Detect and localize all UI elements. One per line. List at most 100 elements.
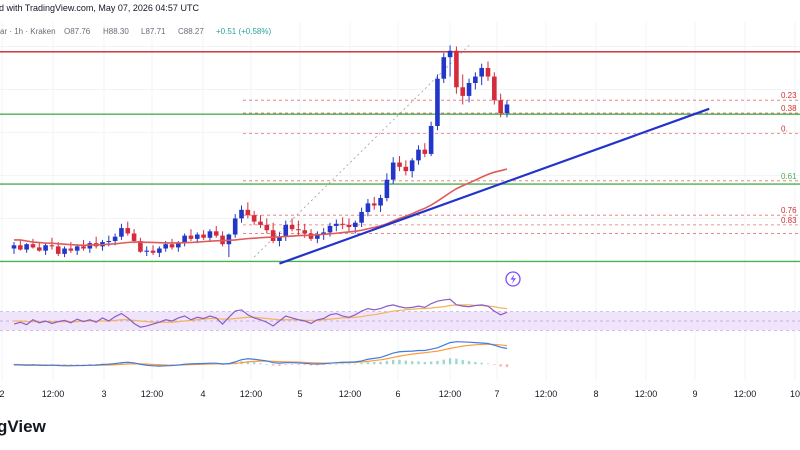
candle-body: [119, 228, 124, 237]
candle: [245, 202, 251, 219]
macd-histogram-bar: [328, 364, 332, 365]
x-tick-label: 9: [692, 389, 697, 399]
candle: [454, 46, 459, 94]
macd-pane: [12, 341, 509, 368]
symbol-label: ar · 1h · Kraken: [0, 27, 56, 36]
macd-histogram-bar: [341, 363, 344, 365]
macd-histogram-bar: [322, 364, 325, 365]
candle-body: [340, 223, 345, 225]
candle: [11, 242, 17, 254]
candle: [131, 229, 137, 244]
x-tick-label: 6: [395, 389, 400, 399]
candle-body: [81, 246, 86, 249]
candle: [30, 238, 36, 249]
brand-wordmark: gView: [0, 417, 47, 436]
candle: [182, 233, 187, 247]
candle-body: [460, 87, 466, 96]
candle: [492, 72, 497, 105]
candle: [277, 232, 282, 247]
candle: [435, 74, 440, 131]
candle: [409, 158, 415, 178]
fibonacci-levels: 0.23 0.38 0. 0.61 0.760.83: [243, 45, 800, 258]
macd-histogram-bar: [63, 364, 66, 365]
macd-histogram-bar: [404, 360, 408, 365]
candle-body: [485, 67, 491, 77]
candle-body: [232, 218, 238, 235]
candle: [315, 231, 320, 244]
candle-body: [352, 222, 358, 228]
candle-body: [11, 245, 17, 249]
macd-histogram-bar: [461, 360, 464, 365]
candle-body: [239, 209, 244, 219]
candle-body: [308, 233, 314, 239]
lightning-icon[interactable]: [505, 271, 521, 287]
candle-body: [422, 149, 428, 154]
candle: [213, 225, 219, 238]
candle-body: [409, 160, 415, 172]
candle: [365, 199, 371, 217]
price-candles: [11, 45, 510, 258]
macd-histogram-bar: [417, 361, 420, 365]
candle-body: [454, 50, 459, 88]
candle: [18, 239, 23, 251]
x-tick-label: 3: [101, 389, 106, 399]
candle-body: [359, 211, 364, 223]
candle: [378, 194, 383, 212]
x-tick-label: 12:00: [240, 389, 263, 399]
candle: [43, 243, 48, 255]
candle-body: [30, 244, 36, 248]
candle-body: [504, 104, 510, 114]
fib-level-label: 0.83: [781, 216, 797, 225]
candle-body: [498, 100, 503, 114]
macd-histogram-bar: [259, 363, 262, 365]
macd-histogram-bar: [347, 363, 351, 365]
candle: [340, 217, 345, 230]
change-value: +0.51 (+0.58%): [216, 27, 271, 36]
macd-histogram-bar: [493, 364, 496, 366]
candle-body: [346, 224, 352, 228]
candle: [258, 215, 263, 229]
x-tick-label: 7: [494, 389, 499, 399]
candle: [125, 221, 131, 236]
x-tick-label: 12:00: [635, 389, 658, 399]
macd-histogram-bar: [284, 364, 287, 366]
candle: [188, 229, 194, 241]
candle: [264, 218, 270, 234]
macd-histogram-bar: [354, 363, 357, 365]
candle-body: [43, 245, 48, 251]
candle-body: [365, 203, 371, 212]
macd-histogram-bar: [69, 364, 73, 365]
candle: [447, 45, 453, 77]
candle: [460, 74, 466, 105]
macd-histogram-bar: [271, 364, 275, 366]
macd-histogram-bar: [366, 362, 370, 365]
macd-histogram-bar: [398, 359, 401, 365]
fib-level-label: 0.: [781, 125, 788, 134]
candle-body: [277, 236, 282, 241]
candle-body: [428, 125, 434, 154]
candle-body: [213, 231, 219, 236]
trend-line[interactable]: [279, 107, 710, 265]
x-tick-label: 8: [593, 389, 598, 399]
macd-histogram-bar: [335, 363, 338, 365]
candle-body: [390, 162, 396, 180]
candle-body: [283, 224, 289, 237]
candle: [119, 223, 124, 240]
candle: [62, 246, 67, 258]
x-tick-label: 4: [200, 389, 205, 399]
candle: [403, 160, 409, 176]
candle: [74, 244, 80, 255]
candle-body: [416, 149, 421, 161]
candle: [422, 143, 428, 158]
macd-histogram-bar: [297, 364, 300, 366]
candle-body: [68, 248, 74, 251]
candle-body: [289, 224, 295, 230]
candle-body: [24, 244, 29, 250]
candle: [270, 222, 276, 244]
candle: [87, 240, 93, 253]
candle-body: [403, 166, 409, 172]
candle: [93, 236, 99, 249]
candle: [68, 242, 74, 253]
macd-histogram-bar: [290, 364, 294, 365]
